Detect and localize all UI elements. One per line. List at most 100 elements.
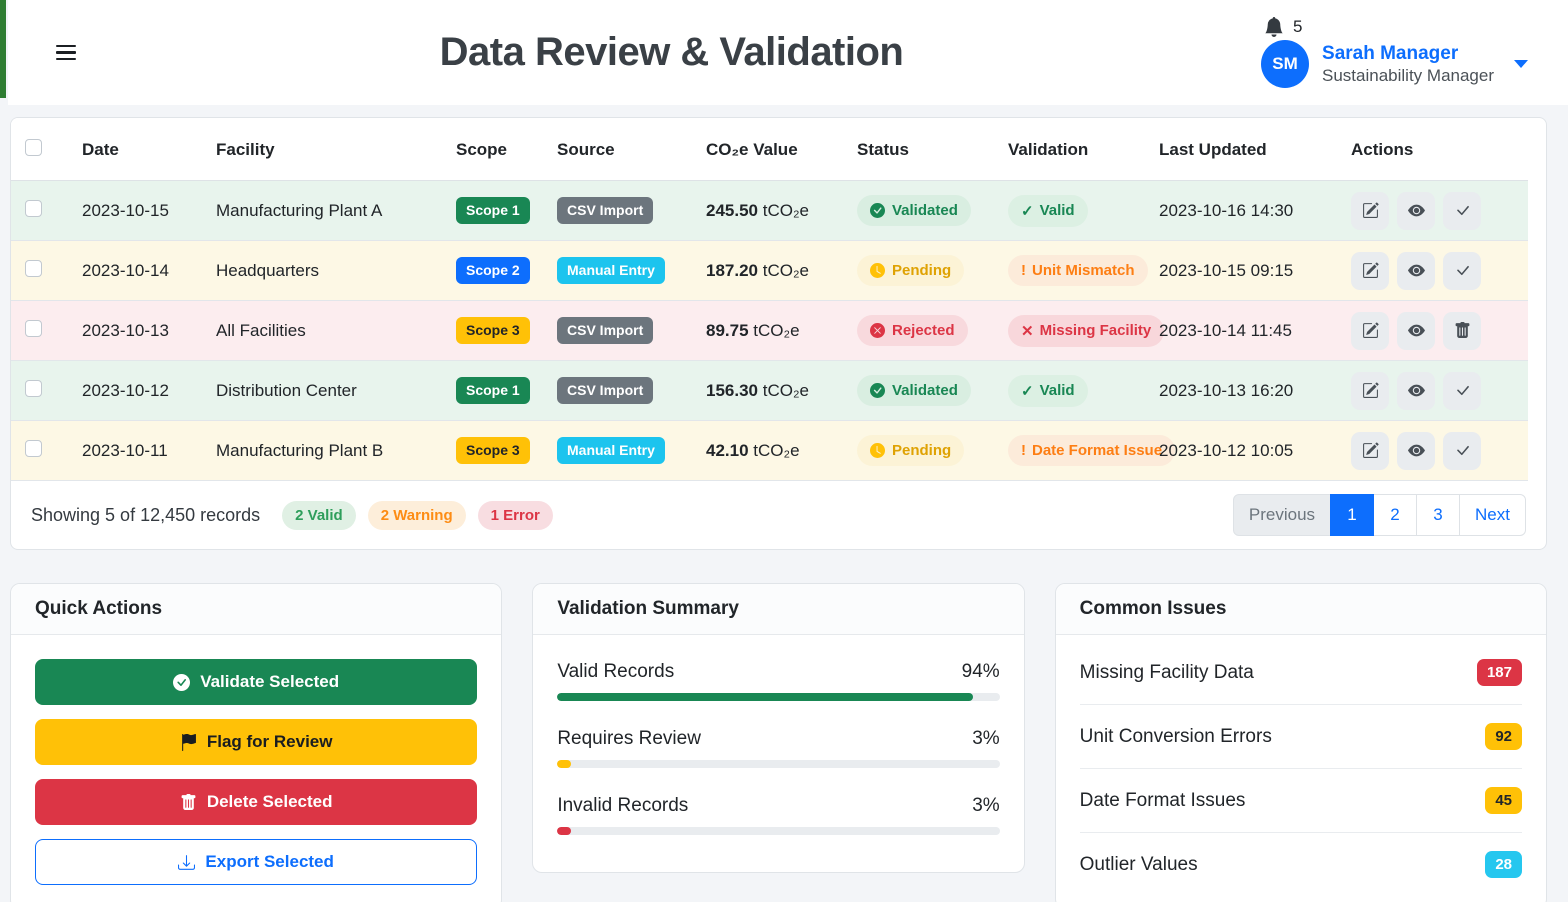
cell-facility: All Facilities (204, 300, 444, 361)
edit-icon (1362, 262, 1379, 278)
view-icon (1407, 444, 1425, 457)
row-checkbox[interactable] (25, 259, 42, 277)
column-header-facility: Facility (204, 118, 444, 181)
view-action-button[interactable] (1397, 251, 1435, 290)
check-circle-icon (870, 383, 885, 398)
cell-last-updated: 2023-10-16 14:30 (1147, 180, 1339, 241)
cell-facility: Headquarters (204, 240, 444, 301)
source-badge: CSV Import (557, 377, 654, 404)
delete-selected-button[interactable]: Delete Selected (35, 779, 478, 825)
delete-action-button[interactable] (1443, 311, 1481, 350)
view-icon (1407, 324, 1425, 337)
count-badge-warning: 2 Warning (367, 500, 466, 530)
approve-action-button[interactable] (1443, 251, 1481, 290)
issue-item-outlier-values: Outlier Values 28 (1080, 833, 1522, 896)
issue-count-badge: 187 (1476, 659, 1522, 686)
status-badge: Validated (857, 195, 971, 226)
issue-count-badge: 92 (1485, 723, 1522, 750)
cell-actions (1339, 420, 1528, 481)
page-previous[interactable]: Previous (1232, 494, 1332, 536)
status-badge: Rejected (857, 315, 968, 346)
footer-badges: 2 Valid 2 Warning 1 Error (282, 500, 553, 530)
page-title: Data Review & Validation (439, 30, 904, 74)
table-header-row: Date Facility Scope Source CO₂e Value Status V… (11, 118, 1546, 181)
notifications[interactable]: 5 (1261, 17, 1528, 37)
delete-icon (1455, 322, 1469, 338)
approve-action-button[interactable] (1443, 191, 1481, 230)
approve-icon (1456, 205, 1469, 216)
approve-icon (1456, 445, 1469, 456)
validation-badge: ✕ Missing Facility (1008, 314, 1165, 347)
clock-icon (870, 443, 885, 458)
view-action-button[interactable] (1397, 431, 1435, 470)
button-label: Flag for Review (206, 732, 333, 751)
export-selected-button[interactable]: Export Selected (35, 839, 478, 885)
cell-co2e-value: 187.20 tCO₂e (694, 240, 845, 301)
page-3[interactable]: 3 (1416, 494, 1461, 536)
flag-for-review-button[interactable]: Flag for Review (35, 719, 478, 765)
status-badge: Validated (857, 375, 971, 406)
count-badge-valid: 2 Valid (282, 500, 356, 530)
table-row: 2023-10-14 Headquarters Scope 2 Manual Entr… (11, 240, 1546, 301)
records-table: Date Facility Scope Source CO₂e Value Status V… (11, 118, 1546, 481)
page-1[interactable]: 1 (1330, 494, 1375, 536)
cell-date: 2023-10-13 (70, 300, 204, 361)
column-header-last-updated: Last Updated (1147, 118, 1339, 181)
user-menu[interactable]: SM Sarah Manager Sustainability Manager (1261, 40, 1528, 88)
x-circle-icon (870, 323, 885, 338)
row-checkbox[interactable] (25, 199, 42, 217)
records-summary: Showing 5 of 12,450 records (31, 504, 261, 525)
select-all-checkbox[interactable] (25, 139, 42, 156)
table-row: 2023-10-11 Manufacturing Plant B Scope 3 Ma… (11, 420, 1546, 481)
summary-label: Requires Review (557, 728, 701, 749)
edit-icon (1362, 382, 1379, 398)
validation-badge: ! Date Format Issue (1008, 435, 1176, 466)
validate-selected-button[interactable]: Validate Selected (35, 659, 478, 705)
quick-actions-body: Validate Selected Flag for Review Delete S… (11, 635, 501, 902)
cell-date: 2023-10-12 (70, 360, 204, 421)
flag-icon (181, 733, 196, 751)
table-row: 2023-10-15 Manufacturing Plant A Scope 1 CS… (11, 180, 1546, 241)
view-action-button[interactable] (1397, 311, 1435, 350)
approve-icon (1456, 265, 1469, 276)
avatar: SM (1261, 40, 1310, 88)
clock-icon (870, 263, 885, 278)
view-action-button[interactable] (1397, 371, 1435, 410)
row-checkbox[interactable] (25, 379, 42, 397)
approve-action-button[interactable] (1443, 431, 1481, 470)
cell-facility: Distribution Center (204, 360, 444, 421)
button-label: Export Selected (205, 852, 334, 871)
page-2[interactable]: 2 (1373, 494, 1418, 536)
button-label: Delete Selected (206, 792, 333, 811)
row-checkbox[interactable] (25, 439, 42, 457)
edit-action-button[interactable] (1351, 431, 1389, 470)
issue-count-badge: 28 (1485, 851, 1522, 878)
edit-action-button[interactable] (1351, 311, 1389, 350)
hamburger-menu-button[interactable] (50, 39, 82, 67)
notification-count: 5 (1293, 17, 1303, 36)
edit-action-button[interactable] (1351, 191, 1389, 230)
validation-badge: ! Unit Mismatch (1008, 255, 1148, 286)
view-action-button[interactable] (1397, 191, 1435, 230)
cell-actions (1339, 360, 1528, 421)
edit-action-button[interactable] (1351, 371, 1389, 410)
validation-badge: ✓ Valid (1008, 374, 1088, 407)
brand-stripe (0, 0, 6, 98)
chevron-down-icon[interactable] (1514, 60, 1528, 68)
count-badge-error: 1 Error (477, 500, 553, 530)
row-checkbox[interactable] (25, 319, 42, 337)
edit-action-button[interactable] (1351, 251, 1389, 290)
progress-bar (557, 693, 1000, 701)
summary-item-requires-review: Requires Review 3% (557, 728, 1000, 768)
cell-actions (1339, 300, 1528, 361)
quick-actions-card: Quick Actions Validate Selected Flag for … (10, 583, 503, 902)
approve-action-button[interactable] (1443, 371, 1481, 410)
status-badge: Pending (857, 435, 965, 466)
column-header-actions: Actions (1339, 118, 1528, 181)
view-icon (1407, 204, 1425, 217)
cell-last-updated: 2023-10-14 11:45 (1147, 300, 1339, 361)
page-next[interactable]: Next (1459, 494, 1526, 536)
progress-bar (557, 760, 1000, 768)
source-badge: CSV Import (557, 317, 654, 344)
cell-last-updated: 2023-10-13 16:20 (1147, 360, 1339, 421)
